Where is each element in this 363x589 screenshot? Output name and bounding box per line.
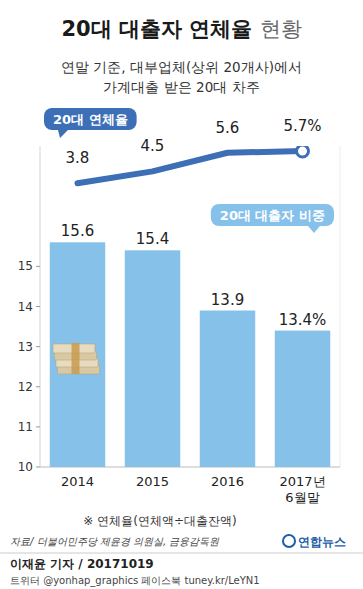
y-tick — [36, 266, 40, 267]
bar — [275, 331, 331, 467]
y-tick-label: 10 — [18, 460, 33, 474]
credit: 이재윤 기자 / 20171019 — [10, 557, 154, 571]
x-tick-label: 2015 — [136, 474, 169, 489]
money-icon — [53, 343, 100, 374]
logo: 연합뉴스 — [298, 535, 346, 549]
x-tick-label: 2014 — [61, 474, 94, 489]
y-tick-label: 12 — [18, 380, 33, 394]
background — [0, 0, 363, 589]
chart: 20대 대출자 연체율 현황연말 기준, 대부업체(상위 20개사)에서가계대출… — [0, 0, 363, 589]
legend-pointer — [58, 130, 68, 138]
bar — [50, 242, 106, 467]
legend-box — [211, 204, 334, 226]
y-tick-label: 14 — [18, 300, 33, 314]
footer: 트위터 @yonhap_graphics 페이스북 tuney.kr/LeYN1 — [10, 575, 260, 587]
legend-item: 20대 연체율 — [44, 108, 137, 138]
line-label: 5.6 — [216, 119, 240, 137]
bar — [200, 311, 256, 467]
line-label: 3.8 — [66, 149, 90, 167]
line-label: 4.5 — [141, 137, 165, 155]
separator — [0, 553, 363, 554]
legend-box — [44, 108, 137, 130]
money-band — [72, 343, 80, 374]
source: 자료/ 더불어민주당 제윤경 의원실, 금융감독원 — [10, 536, 220, 547]
bar-label: 15.4 — [136, 230, 169, 248]
plot-marks — [50, 146, 331, 467]
y-tick — [36, 386, 40, 387]
logo-mark — [283, 535, 295, 547]
data-labels: 15.6 15.4 13.9 13.4% 3.8 4.5 5.6 5.7% — [61, 117, 327, 329]
line — [78, 151, 303, 183]
x-tick-label: 2017년6월말 — [279, 474, 325, 505]
subtitle: 가계대출 받은 20대 차주 — [103, 79, 259, 95]
line-label: 5.7% — [283, 117, 321, 135]
y-tick — [36, 306, 40, 307]
y2-axis-line — [340, 146, 341, 467]
bar — [125, 250, 181, 467]
legend-label: 20대 연체율 — [53, 112, 128, 127]
annotation: ※ 연체율(연체액÷대출잔액) — [83, 514, 236, 528]
subtitle: 연말 기준, 대부업체(상위 20개사)에서 — [61, 59, 302, 75]
y-tick — [36, 346, 40, 347]
bar-label: 13.4% — [279, 311, 327, 329]
y-tick-label: 11 — [18, 420, 33, 434]
y-tick-label: 13 — [18, 340, 33, 354]
bar-label: 15.6 — [61, 222, 94, 240]
legend-item: 20대 대출자 비중 — [211, 204, 334, 233]
line-end-marker — [297, 146, 309, 157]
y-tick-label: 15 — [18, 259, 33, 273]
title: 20대 대출자 연체율 현황 — [61, 17, 301, 41]
x-tick-label: 2016 — [211, 474, 244, 489]
y-tick — [36, 426, 40, 427]
legend-pointer — [308, 226, 320, 233]
legend-label: 20대 대출자 비중 — [220, 208, 325, 223]
y-tick — [36, 467, 40, 468]
bar-label: 13.9 — [211, 291, 244, 309]
